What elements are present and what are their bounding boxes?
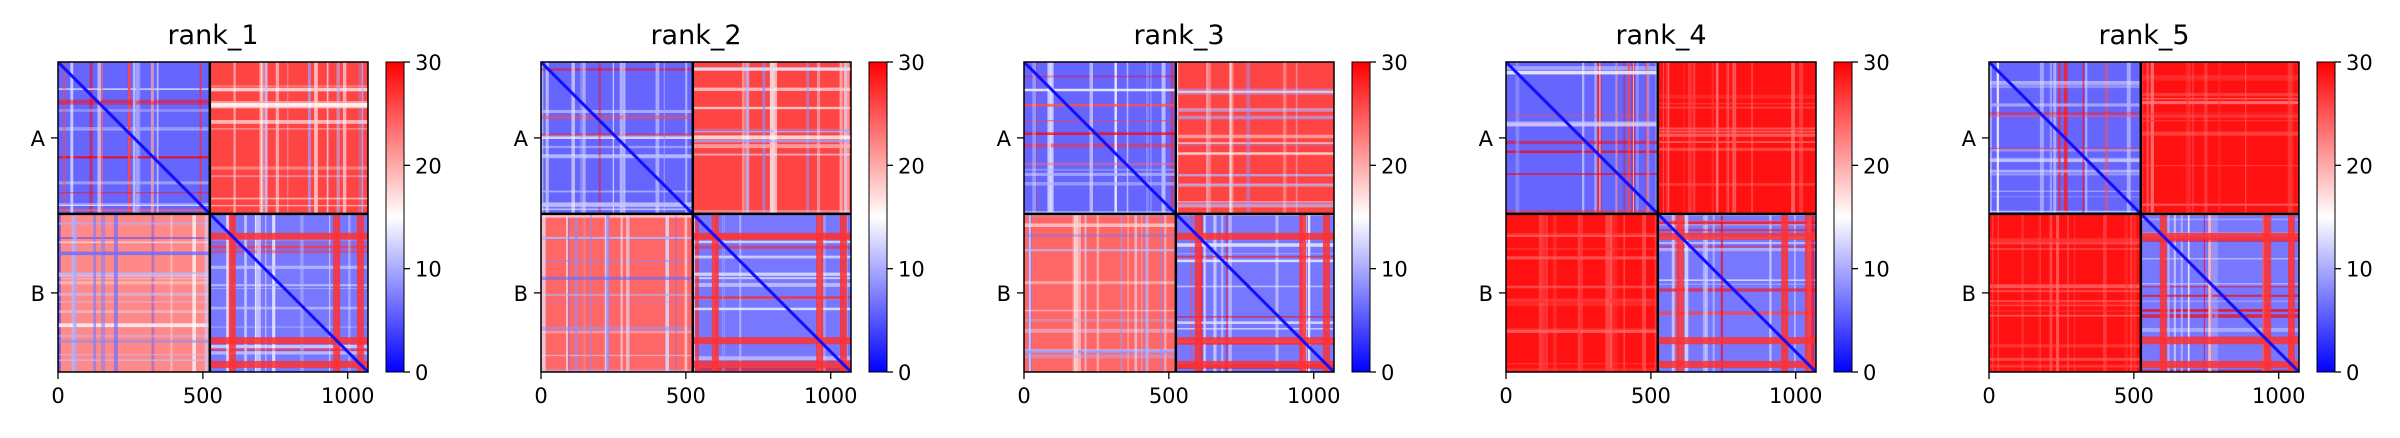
x-tick-label: 0 (1499, 384, 1512, 408)
y-tick-label: B (31, 282, 45, 306)
colorbar-tick-label: 10 (2346, 258, 2373, 282)
heatmap (58, 62, 368, 372)
heatmap-diagonal (541, 62, 851, 372)
heatmap-texture (58, 62, 368, 372)
colorbar (385, 61, 405, 373)
colorbar-tick-label: 30 (1863, 51, 1890, 75)
axes-frame (57, 61, 369, 373)
chart-title: rank_2 (650, 20, 741, 51)
y-tick-label: A (1962, 127, 1977, 151)
heatmap-texture (541, 62, 851, 372)
colorbar-tick-label: 10 (1863, 258, 1890, 282)
chart-panel-rank_4: rank_4 0 500 1000 A B 0 10 20 30 (1479, 20, 1890, 408)
x-tick-label: 0 (534, 384, 547, 408)
colorbar-tick-label: 0 (898, 361, 911, 385)
colorbar-tick-label: 20 (2346, 154, 2373, 178)
colorbar-tick-label: 20 (1381, 154, 1408, 178)
axes-frame (540, 61, 852, 373)
axes-frame (1505, 61, 1817, 373)
y-tick-label: A (514, 127, 529, 151)
heatmap (1506, 62, 1816, 372)
x-tick-label: 1000 (1287, 384, 1340, 408)
colorbar-tick-label: 10 (415, 258, 442, 282)
chart-panel-rank_1: rank_1 0 500 1000 A B 0 10 20 30 (31, 20, 442, 408)
chart-title: rank_4 (1615, 20, 1706, 51)
y-tick-label: A (1479, 127, 1494, 151)
heatmap-block (1506, 213, 1658, 372)
x-tick-label: 0 (1982, 384, 1995, 408)
x-tick-label: 1000 (2252, 384, 2305, 408)
x-tick-label: 1000 (804, 384, 857, 408)
colorbar (1351, 61, 1371, 373)
x-tick-label: 500 (183, 384, 223, 408)
chart-title: rank_3 (1133, 20, 1224, 51)
axes-frame (1988, 61, 2300, 373)
colorbar-tick-label: 20 (898, 154, 925, 178)
heatmap (541, 62, 851, 372)
heatmap (1989, 62, 2299, 372)
chart-panel-rank_2: rank_2 0 500 1000 A B 0 10 20 30 (514, 20, 925, 408)
chart-title: rank_1 (167, 20, 258, 51)
axes-frame (1023, 61, 1335, 373)
heatmap-diagonal (58, 62, 368, 372)
colorbar (1833, 61, 1853, 373)
y-tick-label: A (997, 127, 1012, 151)
chart-panel-rank_3: rank_3 0 500 1000 A B 0 10 20 30 (997, 20, 1408, 408)
chart-title: rank_5 (2098, 20, 2189, 51)
colorbar-tick-label: 10 (1381, 258, 1408, 282)
colorbar (868, 61, 888, 373)
heatmap-block (1989, 213, 2141, 372)
heatmap-diagonal (1024, 62, 1334, 372)
x-tick-label: 0 (51, 384, 64, 408)
y-tick-label: B (997, 282, 1011, 306)
colorbar-tick-label: 20 (1863, 154, 1890, 178)
x-tick-label: 1000 (1769, 384, 1822, 408)
x-tick-label: 0 (1017, 384, 1030, 408)
colorbar-tick-label: 10 (898, 258, 925, 282)
heatmap-block (209, 62, 368, 214)
colorbar-tick-label: 0 (1863, 361, 1876, 385)
y-tick-label: B (1479, 282, 1493, 306)
colorbar-tick-label: 30 (2346, 51, 2373, 75)
colorbar-tick-label: 20 (415, 154, 442, 178)
x-tick-label: 500 (1631, 384, 1671, 408)
heatmap (1024, 62, 1334, 372)
x-tick-label: 500 (1149, 384, 1189, 408)
colorbar-tick-label: 0 (415, 361, 428, 385)
heatmap-block (1024, 213, 1176, 372)
heatmap-texture (1024, 62, 1334, 372)
heatmap-texture (1506, 62, 1816, 372)
chart-panel-rank_5: rank_5 0 500 1000 A B 0 10 20 30 (1962, 20, 2373, 408)
colorbar-tick-label: 30 (898, 51, 925, 75)
colorbar-tick-label: 0 (2346, 361, 2359, 385)
heatmap-diagonal (1506, 62, 1816, 372)
x-tick-label: 500 (2114, 384, 2154, 408)
colorbar-tick-label: 30 (1381, 51, 1408, 75)
y-tick-label: B (514, 282, 528, 306)
colorbar-tick-label: 30 (415, 51, 442, 75)
x-tick-label: 500 (666, 384, 706, 408)
colorbar-tick-label: 0 (1381, 361, 1394, 385)
x-tick-label: 1000 (321, 384, 374, 408)
colorbar (2316, 61, 2336, 373)
heatmap-diagonal (1989, 62, 2299, 372)
y-tick-label: B (1962, 282, 1976, 306)
y-tick-label: A (31, 127, 46, 151)
